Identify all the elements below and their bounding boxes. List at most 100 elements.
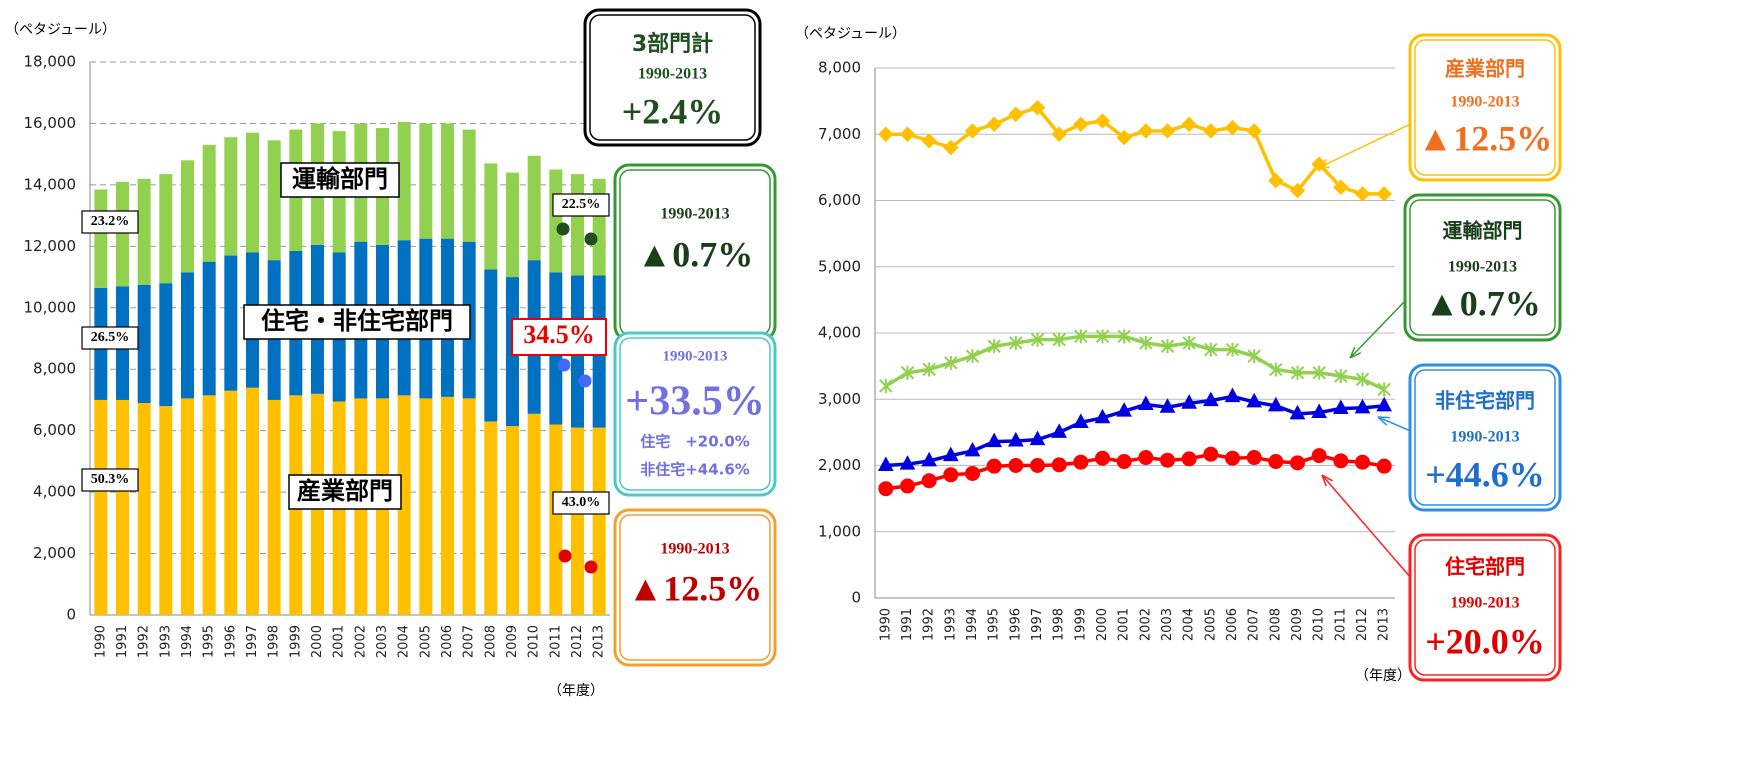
callout-text: 1990-2013 [1450, 94, 1519, 111]
x-tick-label: 1994 [965, 608, 980, 641]
data-point [921, 473, 937, 489]
marker-dot [584, 560, 598, 574]
bar-segment [202, 144, 216, 262]
series-label-box [243, 304, 471, 340]
data-point [1181, 451, 1197, 467]
x-tick-label: 1999 [1073, 608, 1088, 641]
bar-segment [202, 261, 216, 396]
callout-text: 1990-2013 [638, 66, 707, 83]
callout-text: +20.0% [1425, 621, 1545, 661]
x-tick-label: 2011 [548, 625, 563, 658]
series-line [884, 334, 1385, 391]
bar-segment [441, 396, 454, 615]
x-tick-label: 1993 [158, 625, 173, 658]
bar-segment [506, 426, 519, 615]
x-tick-label: 2010 [527, 625, 542, 658]
bar-segment [267, 399, 281, 615]
marker-dot [584, 232, 598, 246]
y-tick-label: 6,000 [33, 421, 76, 439]
x-tick-label: 2008 [1268, 608, 1283, 641]
y-tick-label: 8,000 [818, 59, 861, 77]
y-tick-label: 2,000 [818, 456, 861, 474]
series-line [885, 394, 1385, 468]
data-point [1160, 339, 1175, 354]
data-point [964, 123, 981, 139]
callout-text: 産業部門 [1445, 57, 1525, 81]
callout-text: 非住宅+44.6% [640, 461, 750, 479]
callout-box [1408, 33, 1562, 182]
data-point [1246, 123, 1262, 139]
data-point [1073, 116, 1089, 133]
data-point [1333, 453, 1349, 469]
y-tick-label: 4,000 [33, 483, 76, 501]
data-point [1116, 402, 1133, 417]
bar-segment [419, 398, 433, 615]
bar-segment [224, 137, 238, 256]
bar-segment [246, 387, 259, 615]
callout-box [613, 331, 777, 497]
data-point [1311, 448, 1327, 464]
x-tick-label: 1991 [900, 608, 915, 641]
x-tick-label: 1992 [922, 608, 937, 641]
data-point [1051, 423, 1068, 438]
bar-segment [484, 163, 498, 270]
data-point [1072, 413, 1089, 428]
data-point [1073, 454, 1089, 470]
y-tick-label: 14,000 [24, 175, 77, 193]
data-point [1267, 396, 1284, 412]
data-point [1051, 457, 1067, 473]
x-tick-label: 1998 [267, 625, 282, 658]
x-tick-label: 2006 [1225, 608, 1240, 641]
bar-segment [137, 178, 151, 285]
data-point [943, 467, 959, 483]
callout-box-inner [589, 14, 756, 141]
y-tick-label: 3,000 [818, 390, 861, 408]
x-tick-label: 2000 [1095, 608, 1110, 641]
bar-segment [267, 140, 281, 261]
marker-dot [557, 358, 571, 372]
x-tick-label: 2007 [1247, 608, 1262, 641]
bar-segment [441, 123, 454, 239]
percent-label: 50.3% [91, 472, 130, 487]
marker-dot [578, 374, 592, 388]
x-tick-label: 2000 [310, 625, 325, 658]
callout-text: 1990-2013 [1448, 259, 1517, 276]
data-point [1159, 398, 1176, 413]
data-point [1009, 335, 1023, 350]
data-point [1204, 342, 1218, 357]
percent-box [81, 210, 139, 234]
percent-label: 43.0% [562, 495, 601, 510]
bar-segment [159, 406, 173, 615]
marker-dot [558, 549, 572, 563]
y-tick-label: 10,000 [24, 298, 77, 316]
bar-segment [397, 121, 411, 241]
data-point [1074, 329, 1088, 344]
x-tick-label: 1996 [1008, 608, 1023, 641]
callout-box-inner [1414, 539, 1556, 676]
data-point [1030, 332, 1045, 347]
data-point [1225, 342, 1240, 357]
bar-segment [137, 284, 151, 404]
data-point [1224, 119, 1241, 136]
bar-segment [527, 155, 541, 261]
callout-text: 住宅部門 [1445, 555, 1525, 579]
callout-box [1408, 533, 1562, 682]
data-point [1029, 430, 1046, 446]
percent-box [511, 318, 607, 356]
callout-text: 1990-2013 [660, 206, 729, 223]
callout-text: 1990-2013 [1450, 595, 1519, 612]
data-point [1139, 335, 1153, 350]
callout-text: ▲12.5% [628, 568, 763, 608]
bar-segment [549, 169, 563, 273]
bar-segment [116, 399, 129, 615]
percent-label: 23.2% [91, 214, 130, 229]
x-tick-label: 2013 [592, 625, 607, 658]
data-point [1117, 329, 1131, 344]
bar-segment [116, 181, 129, 287]
data-point [1376, 396, 1393, 412]
callout-box [1408, 363, 1562, 512]
data-point [964, 441, 981, 457]
data-point [1377, 382, 1391, 397]
x-tick-label: 2013 [1377, 608, 1392, 641]
